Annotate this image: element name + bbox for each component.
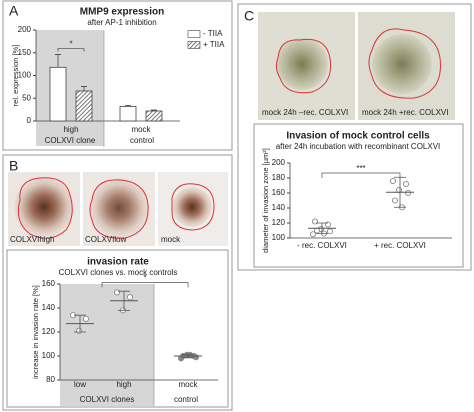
significance-bracket bbox=[321, 172, 401, 178]
data-point bbox=[402, 180, 410, 188]
y-tick-label: 100 bbox=[42, 351, 56, 360]
chart-box-c bbox=[253, 123, 464, 268]
y-tick-label: 100 bbox=[18, 71, 32, 80]
y-tick-label: 160 bbox=[272, 188, 286, 197]
photo-label: COLXVIhigh bbox=[10, 235, 54, 244]
data-point bbox=[113, 289, 121, 296]
photo-label: COLXVIlow bbox=[85, 235, 127, 244]
y-tick-label: 0 bbox=[27, 116, 32, 125]
y-tick-label: 160 bbox=[42, 279, 56, 288]
bar bbox=[75, 90, 93, 122]
chart-title: MMP9 expression bbox=[80, 7, 164, 18]
y-tick-label: 120 bbox=[272, 218, 286, 227]
chart-subtitle: after 24h incubation with recombinant CO… bbox=[276, 142, 441, 151]
panel-letter: B bbox=[9, 158, 18, 174]
x-tick-label: low bbox=[74, 380, 86, 389]
data-point bbox=[75, 327, 83, 334]
panel-letter: A bbox=[9, 3, 19, 19]
legend-swatch bbox=[187, 41, 201, 49]
group-shade bbox=[36, 30, 104, 146]
x-tick-label: high bbox=[116, 380, 131, 389]
y-tick-label: 140 bbox=[42, 303, 56, 312]
data-point bbox=[82, 315, 90, 322]
error-bar bbox=[151, 109, 157, 111]
error-bar bbox=[81, 86, 87, 91]
y-tick-label: 180 bbox=[272, 173, 286, 182]
error-bar bbox=[316, 222, 328, 234]
legend-swatch bbox=[187, 30, 201, 38]
bar bbox=[145, 110, 163, 122]
data-point bbox=[389, 177, 397, 185]
error-bar bbox=[74, 314, 86, 333]
group-label: COLXVI clones bbox=[80, 395, 135, 404]
data-point bbox=[404, 189, 412, 197]
bar bbox=[49, 66, 67, 122]
group-label: control bbox=[174, 395, 198, 404]
group-label: control bbox=[130, 136, 154, 145]
x-tick-label: high bbox=[63, 125, 78, 134]
data-point bbox=[309, 231, 317, 238]
data-point bbox=[326, 228, 334, 235]
chart-title: invasion rate bbox=[87, 257, 149, 268]
error-bar bbox=[182, 353, 194, 359]
significance-label: * bbox=[69, 40, 72, 49]
y-tick-label: 140 bbox=[272, 203, 286, 212]
error-bar bbox=[125, 105, 131, 107]
y-tick-label: 50 bbox=[22, 93, 31, 102]
x-tick-label: mock bbox=[178, 380, 198, 389]
y-tick-label: 100 bbox=[272, 233, 286, 242]
data-point bbox=[192, 354, 200, 361]
significance-label: * bbox=[143, 274, 146, 283]
group-shade bbox=[60, 284, 154, 406]
legend-label: + TIIA bbox=[203, 40, 225, 49]
group-label: COLXVI clone bbox=[45, 136, 96, 145]
photo-label: mock bbox=[161, 235, 181, 244]
x-tick-label: + rec. COLXVI bbox=[374, 241, 426, 250]
significance-label: *** bbox=[356, 164, 365, 173]
y-tick-label: 200 bbox=[18, 25, 32, 34]
y-axis-label: rel. expression [%] bbox=[11, 45, 20, 107]
significance-bracket bbox=[101, 282, 189, 288]
x-tick-label: - rec. COLXVI bbox=[297, 241, 347, 250]
x-tick-label: mock bbox=[131, 125, 151, 134]
photos-b bbox=[8, 172, 228, 246]
y-tick-label: 120 bbox=[42, 327, 56, 336]
significance-bracket bbox=[57, 48, 85, 52]
legend-label: - TIIA bbox=[203, 29, 223, 38]
y-tick-label: 200 bbox=[272, 158, 286, 167]
bar bbox=[119, 106, 137, 122]
y-axis-label: increase in invasion rate [%] bbox=[31, 285, 40, 379]
panel-letter: C bbox=[244, 8, 254, 24]
data-point bbox=[126, 294, 134, 301]
y-tick-label: 150 bbox=[18, 48, 32, 57]
chart-subtitle: COLXVI clones vs. mock controls bbox=[59, 268, 178, 277]
data-point bbox=[391, 197, 399, 204]
chart-subtitle: after AP-1 inhibition bbox=[87, 18, 156, 27]
y-axis-label: diameter of invasion zone [µm²] bbox=[261, 148, 270, 253]
chart-title: Invasion of mock control cells bbox=[286, 131, 430, 142]
error-bar bbox=[118, 290, 130, 311]
photo-label: mock 24h +rec. COLXVI bbox=[362, 108, 448, 117]
error-bar bbox=[55, 54, 61, 68]
photo-label: mock 24h –rec. COLXVI bbox=[262, 108, 348, 117]
photos-c bbox=[258, 12, 455, 120]
y-tick-label: 80 bbox=[46, 375, 55, 384]
